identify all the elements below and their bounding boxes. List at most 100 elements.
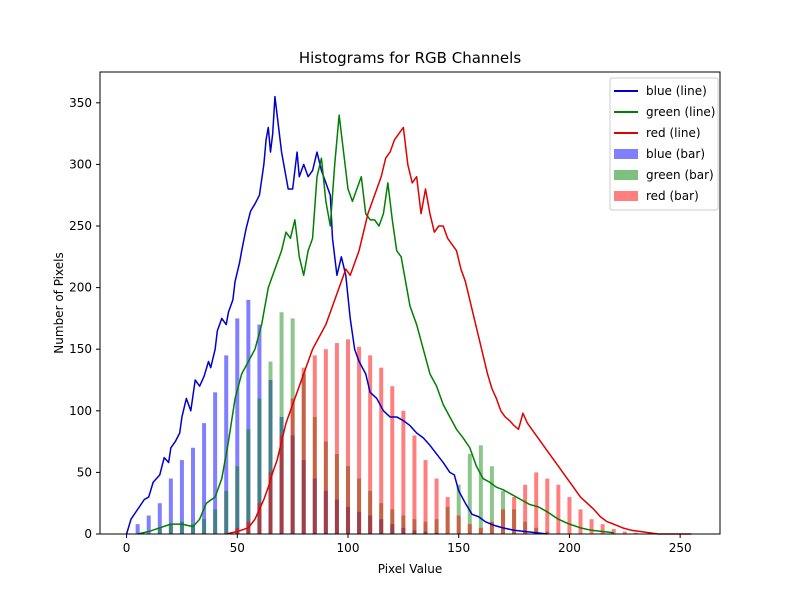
green-bar [467, 453, 472, 534]
y-tick-label: 350 [69, 96, 92, 110]
red-bar [567, 497, 572, 534]
legend-label-green-line: green (line) [646, 105, 716, 119]
x-tick-label: 0 [123, 541, 131, 555]
y-tick-label: 150 [69, 342, 92, 356]
red-bar [489, 521, 494, 534]
red-bar [301, 367, 306, 534]
y-axis: 0 50 100 150 200 250 300 350 [69, 96, 100, 541]
y-tick-label: 250 [69, 219, 92, 233]
red-bar [434, 478, 439, 534]
chart-title: Histograms for RGB Channels [299, 49, 521, 67]
red-bar [268, 472, 273, 534]
blue-bar [257, 324, 262, 534]
green-bar [235, 466, 240, 534]
red-bar [334, 343, 339, 534]
red-bar [633, 532, 638, 534]
green-bar [456, 484, 461, 534]
red-bar [279, 435, 284, 534]
y-tick-label: 0 [84, 527, 92, 541]
x-tick-label: 100 [337, 541, 360, 555]
red-bar [467, 524, 472, 534]
blue-bar [135, 524, 140, 534]
blue-bar [168, 478, 173, 534]
legend-label-red-line: red (line) [646, 126, 701, 140]
legend-label-blue-line: blue (line) [646, 84, 707, 98]
green-bar [213, 509, 218, 534]
x-tick-label: 200 [558, 541, 581, 555]
green-bar [168, 524, 173, 534]
red-bar [423, 460, 428, 534]
blue-bar [202, 423, 207, 534]
plot-frame [99, 71, 721, 535]
red-bar [323, 349, 328, 534]
red-bar-series [235, 339, 638, 534]
green-bar [246, 429, 251, 534]
blue-bar [235, 318, 240, 534]
green-bar [489, 466, 494, 534]
blue-bar [191, 447, 195, 534]
green-bar [191, 524, 195, 534]
green-bar [157, 527, 162, 534]
blue-bar [146, 515, 151, 534]
green-bar [224, 490, 229, 534]
blue-line-series [125, 95, 548, 535]
legend-swatch-red-bar [614, 191, 638, 201]
red-bar [589, 519, 594, 534]
x-tick-label: 250 [669, 541, 692, 555]
red-bar [523, 484, 528, 534]
red-bar [368, 355, 373, 534]
red-bar [401, 410, 406, 534]
red-line-series [226, 126, 692, 535]
x-tick-label: 150 [447, 541, 470, 555]
red-bar [501, 509, 505, 534]
green-bar [268, 361, 273, 534]
y-tick-label: 200 [69, 281, 92, 295]
red-bar [412, 435, 417, 534]
bars-layer [135, 299, 638, 534]
green-line-series [137, 114, 614, 535]
red-bar [512, 497, 517, 534]
red-bar [534, 472, 539, 534]
blue-bar [246, 299, 251, 534]
green-bar [179, 521, 184, 534]
green-bar [478, 445, 483, 534]
x-axis-label: Pixel Value [378, 562, 443, 576]
legend-label-red-bar: red (bar) [646, 189, 699, 203]
red-bar [478, 527, 483, 534]
blue-bar [213, 392, 218, 534]
blue-bar [224, 355, 229, 534]
red-bar [456, 515, 461, 534]
green-bar [202, 519, 207, 534]
red-bar [379, 367, 384, 534]
legend-swatch-green-bar [614, 170, 638, 180]
legend: blue (line) green (line) red (line) blue (b… [609, 77, 719, 211]
legend-swatch-blue-bar [614, 149, 638, 159]
red-bar [545, 478, 550, 534]
y-tick-label: 300 [69, 157, 92, 171]
legend-label-blue-bar: blue (bar) [646, 147, 705, 161]
legend-label-green-bar: green (bar) [646, 168, 714, 182]
lines-layer [125, 95, 692, 535]
red-bar [556, 484, 561, 534]
red-bar [257, 503, 262, 534]
blue-bar [268, 380, 273, 534]
red-bar [622, 531, 627, 534]
y-tick-label: 100 [69, 404, 92, 418]
red-bar [312, 355, 317, 534]
green-bar [257, 398, 262, 534]
red-bar [611, 529, 616, 534]
red-bar [357, 346, 362, 534]
red-bar [290, 398, 295, 534]
green-bar [279, 312, 284, 534]
red-bar [390, 386, 395, 534]
blue-bar [179, 460, 184, 534]
y-axis-label: Number of Pixels [52, 252, 66, 353]
red-bar [578, 509, 583, 534]
x-tick-label: 50 [230, 541, 245, 555]
y-tick-label: 50 [77, 465, 92, 479]
x-axis: 0 50 100 150 200 250 [123, 534, 692, 555]
blue-bar [157, 503, 162, 534]
red-bar [600, 524, 605, 534]
red-bar [346, 339, 350, 534]
